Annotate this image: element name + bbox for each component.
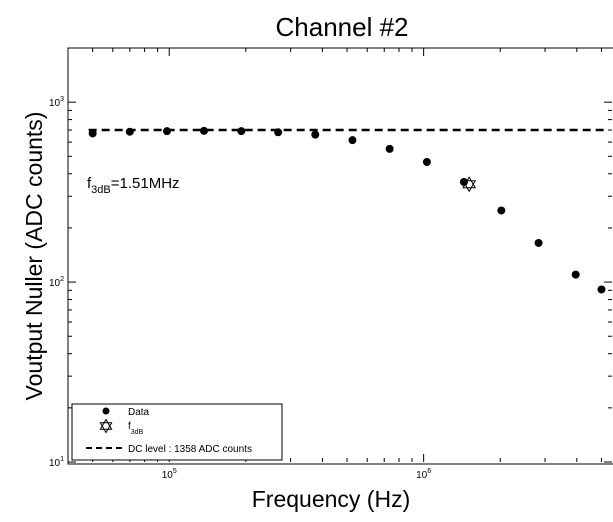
y-tick-label-exp: 2 xyxy=(60,276,64,283)
x-tick-label-base: 10 xyxy=(162,470,174,481)
data-point xyxy=(422,157,431,166)
data-point xyxy=(200,126,209,135)
f3db-marker-layer xyxy=(462,176,477,193)
data-point xyxy=(125,127,134,136)
y-tick-label-exp: 1 xyxy=(60,456,64,463)
data-point xyxy=(88,129,97,138)
data-point xyxy=(597,285,606,294)
data-point xyxy=(348,136,357,145)
y-axis-label: Voutput Nuller (ADC counts) xyxy=(21,112,47,401)
legend-f3db-main: f xyxy=(128,421,131,432)
legend-f3db-star xyxy=(99,418,113,434)
y-tick-label-base: 10 xyxy=(49,458,61,469)
legend-f3db-label: f3dB xyxy=(128,421,144,436)
data-point xyxy=(274,128,283,137)
x-tick-label-exp: 5 xyxy=(173,468,177,475)
data-point xyxy=(571,270,580,279)
f3db-marker xyxy=(462,176,477,193)
annotation-main: f xyxy=(87,175,92,192)
x-tick-label: 106 xyxy=(416,468,431,481)
legend: Data f3dB DC level : 1358 ADC counts xyxy=(71,403,283,461)
y-tick-label-exp: 3 xyxy=(60,96,64,103)
legend-data-marker xyxy=(102,407,110,415)
chart-title: Channel #2 xyxy=(276,12,409,42)
data-point xyxy=(237,127,246,136)
data-point xyxy=(311,130,320,139)
legend-dc-label: DC level : 1358 ADC counts xyxy=(128,444,252,455)
y-tick-label: 101 xyxy=(49,456,64,469)
data-point xyxy=(163,127,172,136)
y-tick-label-base: 10 xyxy=(49,98,61,109)
legend-f3db-sub: 3dB xyxy=(131,429,144,436)
y-tick-label-base: 10 xyxy=(49,278,61,289)
plot-area xyxy=(67,47,613,465)
annotation-sub: 3dB xyxy=(91,184,111,196)
legend-f3db-marker xyxy=(99,418,113,434)
y-tick-label: 103 xyxy=(49,96,64,109)
data-point xyxy=(497,206,506,215)
x-tick-label: 105 xyxy=(162,468,177,481)
legend-data-label: Data xyxy=(128,407,150,418)
x-tick-label-exp: 6 xyxy=(427,468,431,475)
annotation-rest: =1.51MHz xyxy=(111,175,180,192)
data-point xyxy=(385,144,394,153)
plot-frame xyxy=(67,47,613,465)
x-axis-label: Frequency (Hz) xyxy=(252,486,410,512)
f3db-annotation: f3dB=1.51MHz xyxy=(87,175,180,196)
data-point xyxy=(534,238,543,247)
x-tick-label-base: 10 xyxy=(416,470,428,481)
y-tick-label: 102 xyxy=(49,276,64,289)
